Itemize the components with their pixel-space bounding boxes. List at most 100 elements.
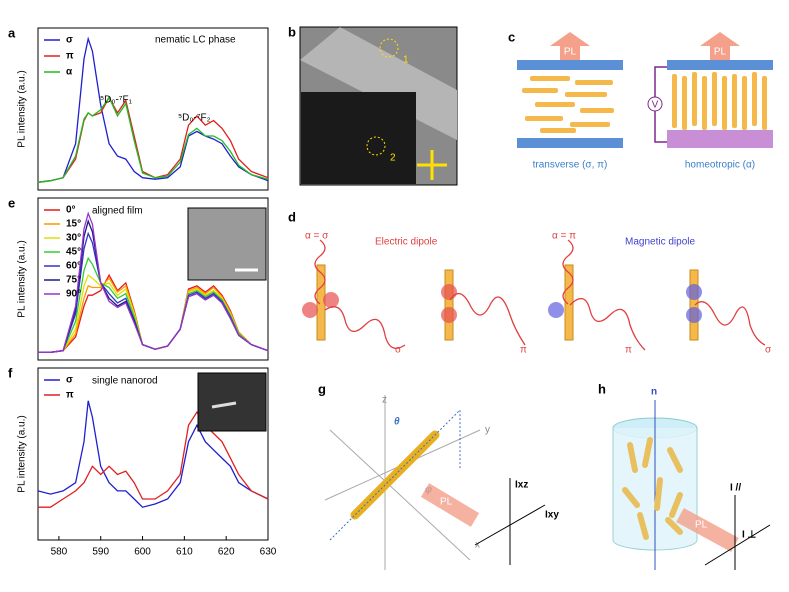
y-axis-label: PL intensity (a.u.)	[17, 240, 28, 317]
waves	[314, 239, 766, 351]
pl-text: PL	[440, 497, 453, 508]
projection	[329, 408, 461, 541]
intensity-label: Ixz	[515, 480, 528, 491]
panel-label: f	[8, 365, 13, 380]
plate	[517, 138, 623, 148]
legend-label: 90°	[66, 289, 81, 300]
panel-label: g	[318, 381, 326, 396]
rods	[316, 264, 699, 341]
axis-label: y	[485, 425, 490, 436]
x-tick-label: 590	[92, 547, 109, 558]
series-line	[37, 96, 269, 183]
pol-label: π	[625, 345, 632, 356]
lobes	[548, 284, 702, 323]
plate	[667, 130, 773, 148]
spot-label: 1	[403, 55, 409, 66]
spot	[366, 136, 386, 156]
panel-g: g z y x θ φ PL Ixz Ixy	[318, 381, 559, 570]
caption: homeotropic (α)	[685, 160, 755, 171]
pl-text: PL	[564, 47, 577, 58]
pl-beam	[676, 507, 739, 553]
angle-label: α = π	[552, 231, 576, 242]
x-tick-label: 620	[218, 547, 235, 558]
plate	[517, 60, 623, 70]
pl-beam	[420, 483, 480, 527]
voltage-label: V	[652, 100, 659, 111]
x-tick-label: 580	[51, 547, 68, 558]
annotation: ⁵D₀-⁷F₂	[178, 113, 211, 124]
legend-label: π	[66, 51, 74, 62]
dipole-title: Magnetic dipole	[625, 237, 695, 248]
series-line	[37, 36, 269, 183]
pol-axes	[474, 478, 546, 565]
plot-frame	[37, 367, 269, 541]
pol-label: σ	[395, 345, 402, 356]
series-line	[38, 273, 269, 353]
inset-image	[187, 207, 267, 281]
annotation: single nanorod	[92, 376, 158, 387]
panel-c: c PL transverse (σ, π) PL V homeotropic …	[508, 29, 773, 171]
spot	[379, 38, 399, 58]
panel-label: a	[8, 25, 16, 40]
voltage-source	[647, 96, 663, 112]
dipole-title: Electric dipole	[375, 237, 438, 248]
legend-label: 15°	[66, 219, 81, 230]
y-axis-label: PL intensity (a.u.)	[17, 415, 28, 492]
plot-frame	[37, 27, 269, 191]
legend-label: 45°	[66, 247, 81, 258]
x-tick-label: 600	[134, 547, 151, 558]
series-line	[37, 400, 269, 508]
polarizer-arrows	[417, 150, 447, 180]
panel-d: d α = σ Electric dipole α = π Magnetic d…	[288, 209, 772, 355]
panel-label: b	[288, 24, 296, 39]
legend-label: 0°	[66, 205, 76, 216]
legend-label: 75°	[66, 275, 81, 286]
pl-text: PL	[695, 520, 708, 531]
pol-label: π	[520, 345, 527, 356]
series-line	[37, 96, 269, 183]
intensity-label: I ⊥	[742, 530, 757, 541]
legend-label: α	[66, 67, 73, 78]
series-line	[38, 410, 269, 508]
angle: θ	[394, 417, 400, 428]
rods	[622, 437, 683, 540]
plot-frame	[37, 197, 269, 361]
annotation: aligned film	[92, 206, 143, 217]
pol-axes	[704, 495, 771, 570]
x-tick-label: 610	[176, 547, 193, 558]
annotation: nematic LC phase	[155, 35, 236, 46]
nanorod	[211, 401, 237, 409]
rods	[672, 72, 767, 130]
panel-b: b 1 2	[288, 24, 458, 186]
panel-label: d	[288, 209, 296, 224]
annotation: ⁵D₀-⁷F₁	[100, 95, 133, 106]
panel-label: h	[598, 381, 606, 396]
legend-label: 60°	[66, 261, 81, 272]
inset-image	[197, 372, 267, 432]
y-axis-label: PL intensity (a.u.)	[17, 70, 28, 147]
x-tick-label: 630	[260, 547, 277, 558]
panel-h: h n PL I // I ⊥	[598, 381, 771, 570]
pl-text: PL	[714, 47, 727, 58]
pl-arrow	[700, 32, 740, 60]
axis-label: z	[382, 395, 387, 406]
angle-label: α = σ	[305, 231, 329, 242]
spot-label: 2	[390, 153, 396, 164]
intensity-label: Ixy	[545, 510, 559, 521]
legend-label: σ	[66, 35, 73, 46]
pol-label: σ	[765, 345, 772, 356]
texture	[300, 27, 457, 140]
legend-label: σ	[66, 375, 73, 386]
legend-label: 30°	[66, 233, 81, 244]
legend-label: π	[66, 390, 74, 401]
panel-label: c	[508, 29, 515, 44]
caption: transverse (σ, π)	[533, 160, 608, 171]
director-label: n	[651, 387, 657, 398]
rods	[522, 76, 614, 133]
dark-region	[301, 92, 416, 184]
pl-arrow	[550, 32, 590, 60]
panel-label: e	[8, 195, 15, 210]
intensity-label: I //	[730, 483, 741, 494]
plate	[667, 60, 773, 70]
